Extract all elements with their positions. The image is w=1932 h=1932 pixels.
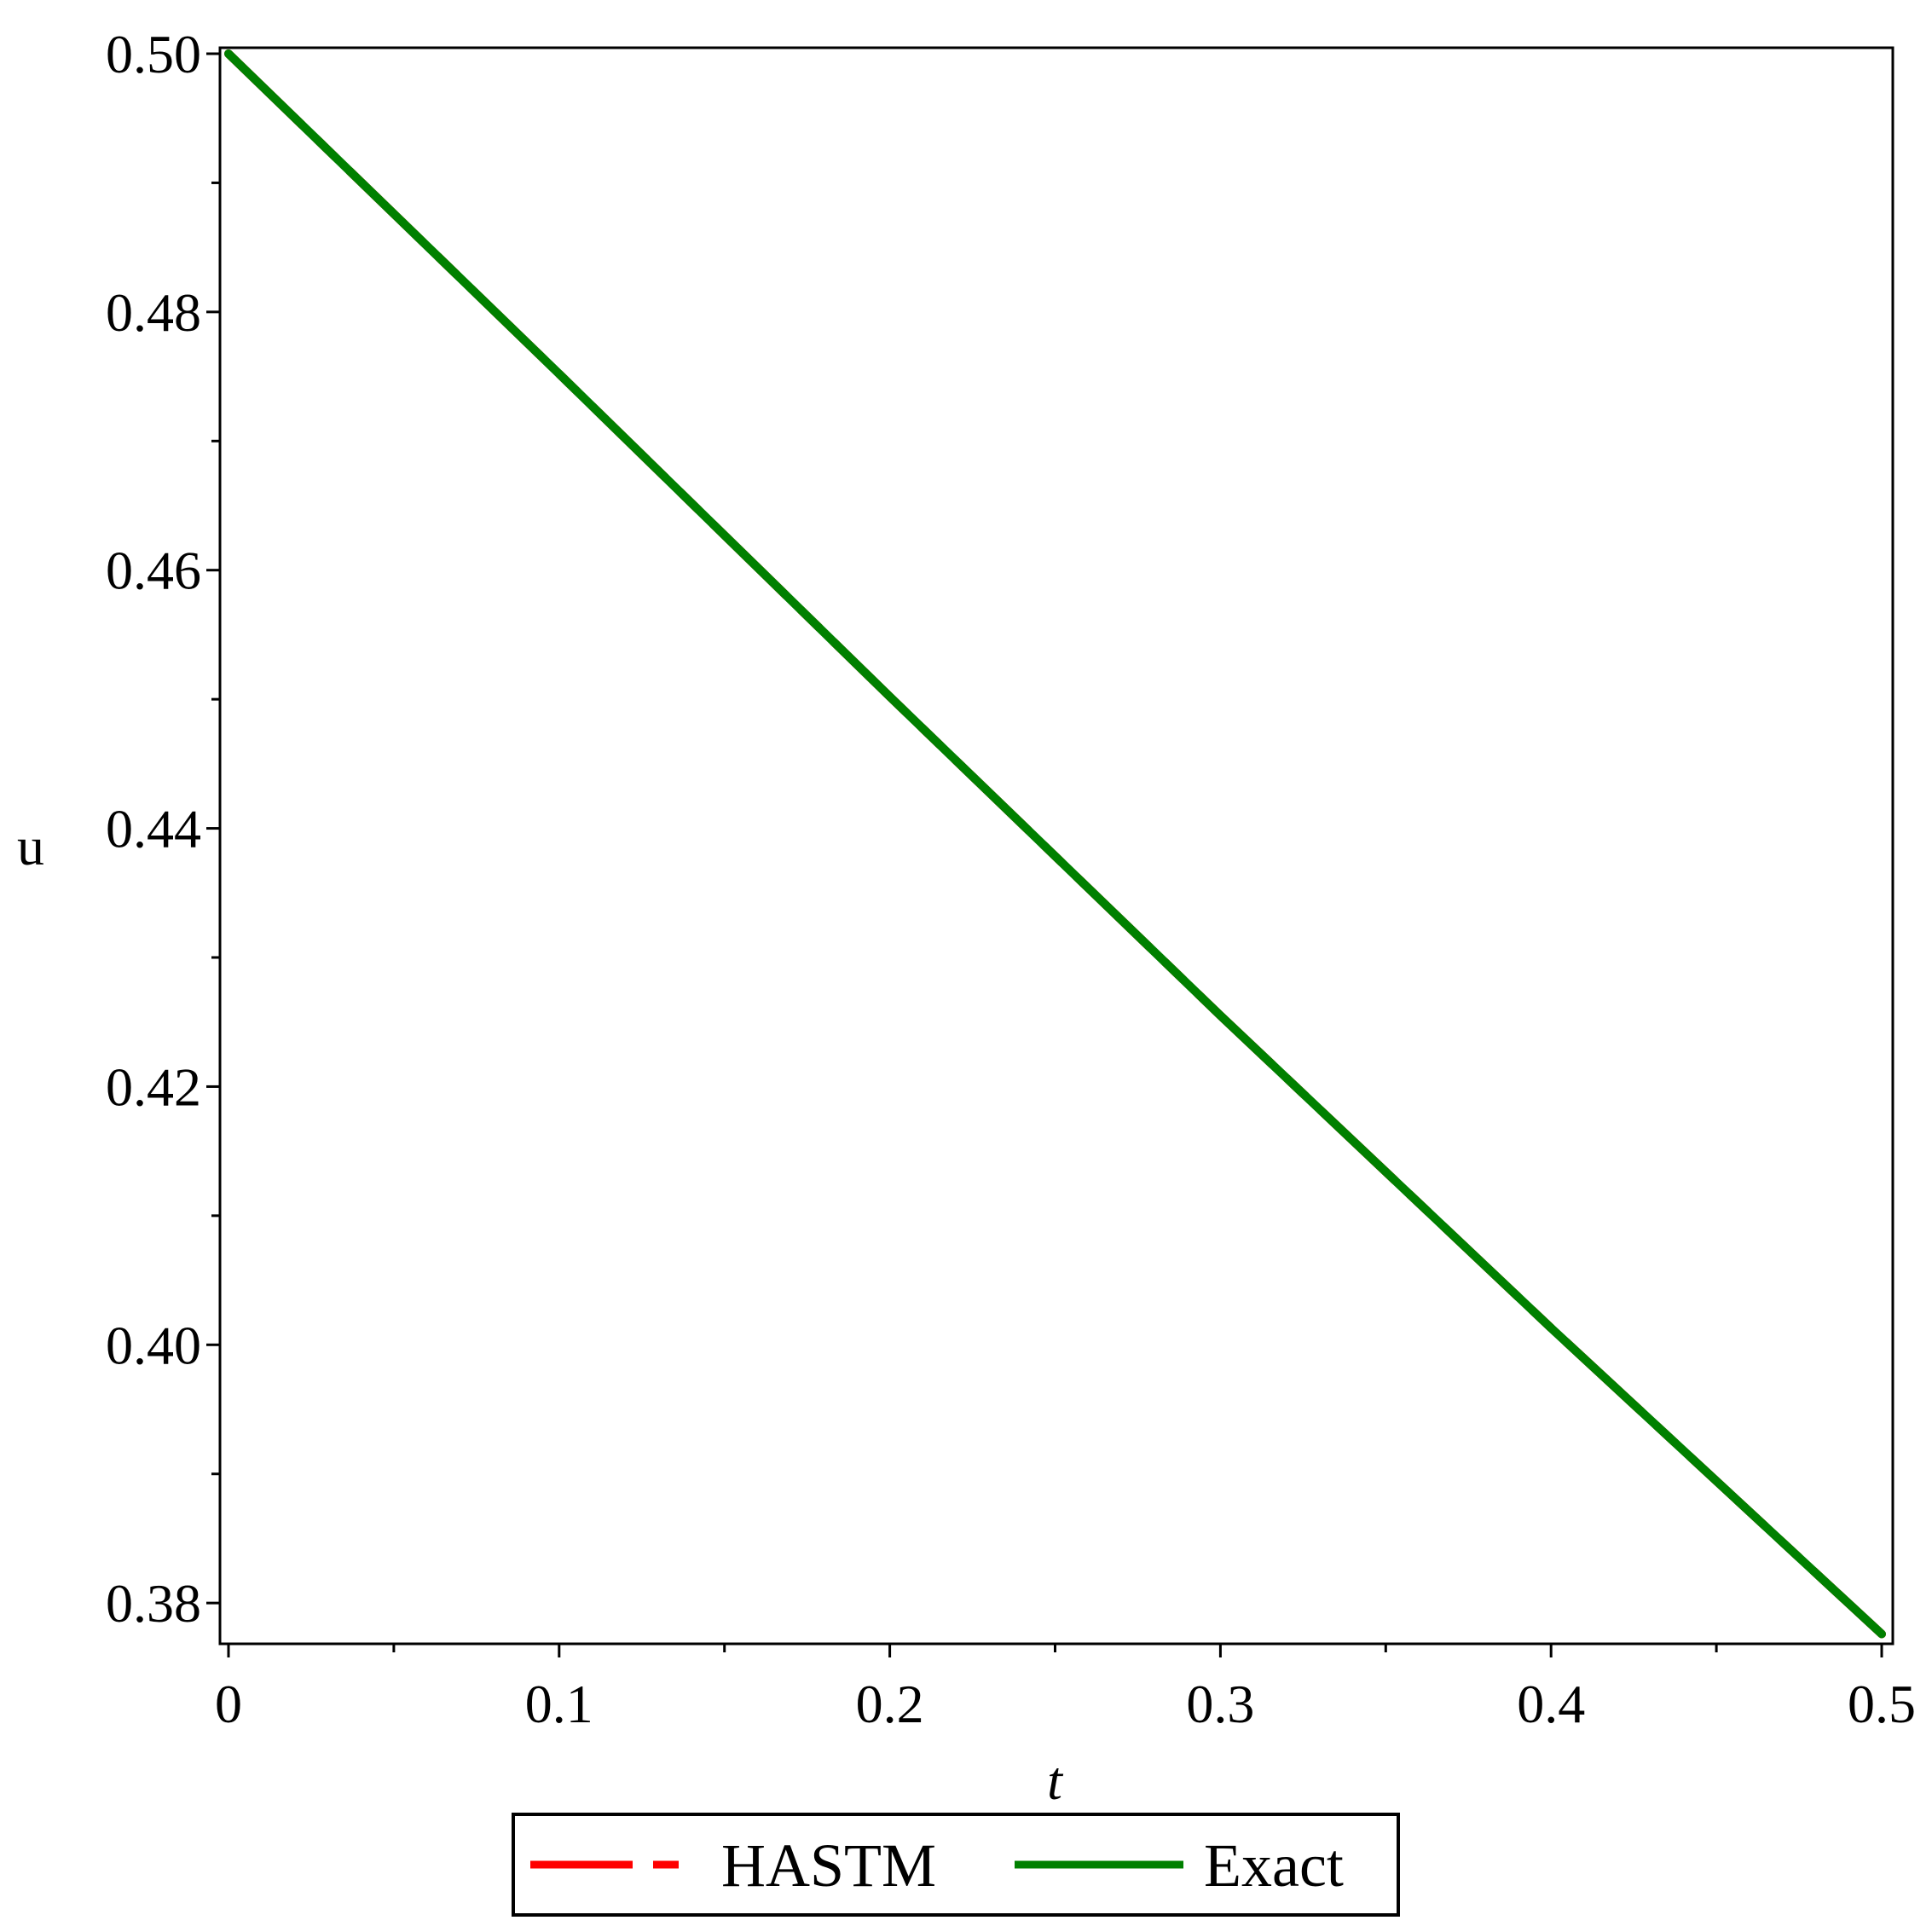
y-tick-label: 0.38 xyxy=(106,1573,201,1634)
x-tick-label: 0.4 xyxy=(1517,1674,1585,1734)
legend: HASTM Exact xyxy=(512,1813,1400,1917)
x-axis-label: t xyxy=(1047,1750,1064,1811)
legend-label-hastm: HASTM xyxy=(721,1831,936,1900)
y-tick-label: 0.42 xyxy=(106,1056,201,1117)
x-tick-label: 0.5 xyxy=(1848,1674,1916,1734)
y-axis-ticks: 0.38 0.40 0.42 0.44 0.46 0.48 0.50 xyxy=(106,24,220,1634)
y-tick-label: 0.44 xyxy=(106,799,201,859)
y-axis-label: u xyxy=(17,816,44,876)
x-tick-label: 0.2 xyxy=(856,1674,924,1734)
x-axis-ticks: 0 0.1 0.2 0.3 0.4 0.5 xyxy=(215,1644,1916,1734)
legend-label-exact: Exact xyxy=(1204,1831,1344,1900)
series-line-exact xyxy=(224,49,1886,1639)
series-layer xyxy=(224,49,1886,1639)
y-tick-label: 0.46 xyxy=(106,541,201,601)
y-tick-label: 0.40 xyxy=(106,1315,201,1375)
y-tick-label: 0.50 xyxy=(106,24,201,84)
x-tick-label: 0 xyxy=(215,1674,242,1734)
x-tick-label: 0.3 xyxy=(1186,1674,1254,1734)
x-tick-label: 0.1 xyxy=(525,1674,593,1734)
y-tick-label: 0.48 xyxy=(106,282,201,343)
